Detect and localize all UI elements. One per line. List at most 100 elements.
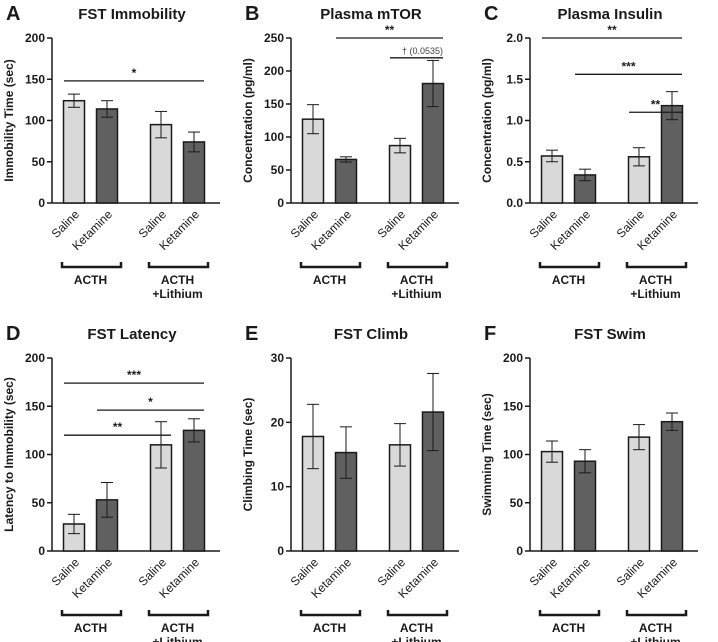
y-tick-label: 50 <box>271 163 285 177</box>
group-label-acth-lithium: ACTH <box>161 273 194 287</box>
y-tick-label: 200 <box>264 64 284 78</box>
group-label-acth: ACTH <box>313 273 346 287</box>
panel-d: D FST Latency 0 50 100 150 200 Latency to Immob… <box>2 323 220 642</box>
y-tick-label: 150 <box>25 72 45 86</box>
bar-ketamine <box>660 104 684 204</box>
bar-saline <box>62 99 86 204</box>
group-label-lithium: +Lithium <box>630 635 680 642</box>
chart-title: FST Latency <box>87 326 177 343</box>
bar-saline <box>540 450 564 552</box>
bar-ketamine <box>573 460 597 552</box>
panel-c: C Plasma Insulin 0.0 0.5 1.0 1.5 2.0 Concentrat… <box>480 3 698 301</box>
group-label-acth-lithium: ACTH <box>639 621 672 635</box>
group-label-acth: ACTH <box>552 273 585 287</box>
y-tick-label: 50 <box>32 496 46 510</box>
y-tick-label: 200 <box>25 351 45 365</box>
chart-title: Plasma Insulin <box>557 6 662 23</box>
y-tick-label: 100 <box>503 448 523 462</box>
y-tick-label: 10 <box>271 480 285 494</box>
group-label-acth: ACTH <box>552 621 585 635</box>
y-tick-label: 200 <box>503 351 523 365</box>
group-label-acth: ACTH <box>74 273 107 287</box>
bar-ketamine <box>182 429 206 552</box>
y-tick-label: 30 <box>271 351 285 365</box>
chart-title: Plasma mTOR <box>320 6 422 23</box>
y-tick-label: 150 <box>264 97 284 111</box>
group-label-lithium: +Lithium <box>152 287 202 301</box>
group-bracket <box>625 262 688 269</box>
group-bracket <box>299 262 362 269</box>
group-label-lithium: +Lithium <box>391 287 441 301</box>
significance-label: * <box>132 66 137 80</box>
y-tick-label: 150 <box>25 399 45 413</box>
panel-a: A FST Immobility 0 50 100 150 200 Immobility Ti… <box>2 3 220 301</box>
bar-ketamine <box>95 108 119 204</box>
y-tick-label: 2.0 <box>506 31 523 45</box>
group-bracket <box>147 262 210 269</box>
y-tick-label: 150 <box>503 399 523 413</box>
group-label-acth-lithium: ACTH <box>400 273 433 287</box>
group-label-acth-lithium: ACTH <box>639 273 672 287</box>
group-bracket <box>299 610 362 617</box>
group-label-acth: ACTH <box>313 621 346 635</box>
y-tick-label: 1.5 <box>506 72 523 86</box>
panel-letter: C <box>484 3 498 25</box>
group-bracket <box>147 610 210 617</box>
chart-title: FST Climb <box>334 326 408 343</box>
panel-letter: B <box>245 3 259 25</box>
bar-saline <box>388 144 412 204</box>
y-axis-label: Climbing Time (sec) <box>241 398 255 512</box>
group-label-acth-lithium: ACTH <box>161 621 194 635</box>
group-bracket <box>60 262 123 269</box>
y-axis-label: Concentration (pg/ml) <box>480 58 494 183</box>
group-label-lithium: +Lithium <box>391 635 441 642</box>
panel-letter: A <box>6 3 20 25</box>
y-tick-label: 50 <box>32 155 46 169</box>
y-axis-label: Latency to Immobility (sec) <box>2 377 16 532</box>
y-tick-label: 250 <box>264 31 284 45</box>
group-label-acth: ACTH <box>74 621 107 635</box>
y-tick-label: 200 <box>25 31 45 45</box>
significance-label: ** <box>385 23 395 37</box>
y-tick-label: 20 <box>271 415 285 429</box>
significance-label: ** <box>651 97 661 111</box>
group-bracket <box>386 610 449 617</box>
y-tick-label: 50 <box>510 496 524 510</box>
y-tick-label: 1.0 <box>506 114 523 128</box>
panel-b: B Plasma mTOR 0 50 100 150 200 250 Concentration… <box>241 3 459 301</box>
y-tick-label: 0 <box>38 544 45 558</box>
y-tick-label: 0 <box>277 544 284 558</box>
y-tick-label: 100 <box>25 448 45 462</box>
group-label-lithium: +Lithium <box>630 287 680 301</box>
y-tick-label: 0 <box>38 196 45 210</box>
chart-title: FST Immobility <box>78 6 186 23</box>
significance-label: * <box>148 395 153 409</box>
y-tick-label: 0 <box>277 196 284 210</box>
y-tick-label: 0 <box>516 544 523 558</box>
group-bracket <box>60 610 123 617</box>
group-bracket <box>538 262 601 269</box>
group-bracket <box>538 610 601 617</box>
panel-letter: D <box>6 323 20 345</box>
significance-label: ** <box>113 420 123 434</box>
significance-label: ** <box>607 23 617 37</box>
significance-label: *** <box>127 368 141 382</box>
group-bracket <box>625 610 688 617</box>
y-tick-label: 0.5 <box>506 155 523 169</box>
y-tick-label: 100 <box>264 130 284 144</box>
y-axis-label: Immobility Time (sec) <box>2 59 16 181</box>
bar-ketamine <box>334 158 358 204</box>
group-label-lithium: +Lithium <box>152 635 202 642</box>
chart-title: FST Swim <box>574 326 646 343</box>
bar-saline <box>540 155 564 204</box>
panel-f: F FST Swim 0 50 100 150 200 Swimming Time (sec)… <box>480 323 698 642</box>
panel-letter: E <box>245 323 258 345</box>
bar-saline <box>627 436 651 552</box>
y-axis-label: Concentration (pg/ml) <box>241 58 255 183</box>
y-axis-label: Swimming Time (sec) <box>480 393 494 515</box>
significance-label: † (0.0535) <box>402 46 443 56</box>
bar-ketamine <box>660 420 684 552</box>
group-bracket <box>386 262 449 269</box>
